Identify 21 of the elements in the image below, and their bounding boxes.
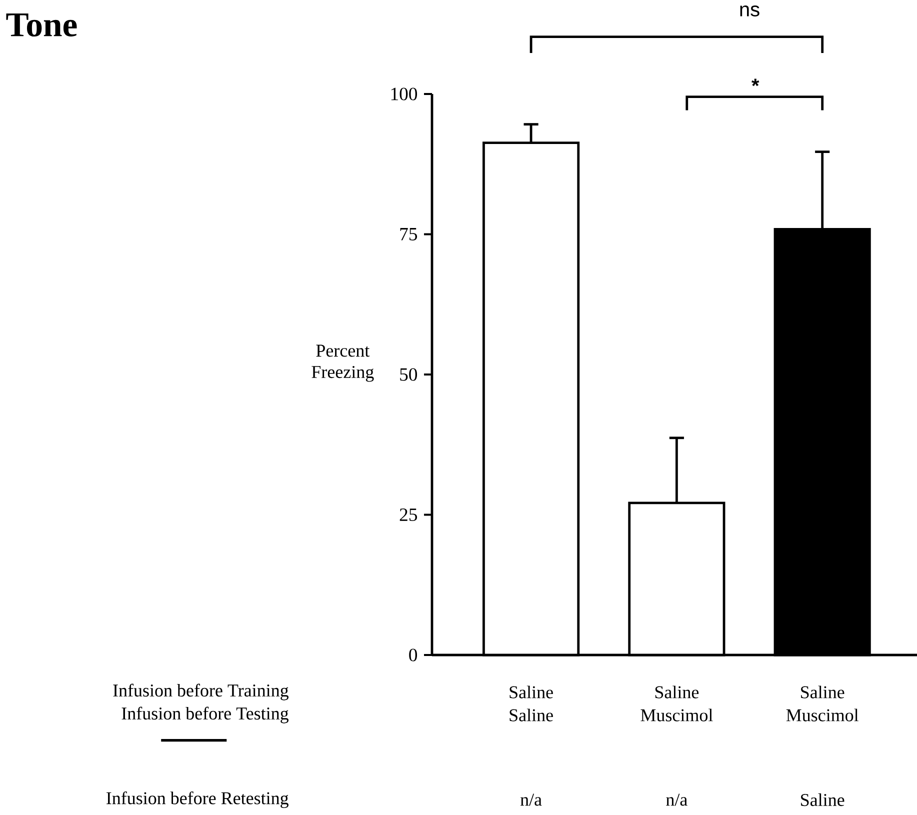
y-tick-label: 100 — [391, 88, 418, 100]
y-tick-label: 0 — [409, 648, 418, 662]
text: Infusion before Retesting — [106, 791, 288, 808]
text: * — [752, 78, 760, 86]
x-tick-label: Saline — [655, 686, 699, 698]
text: Muscimol — [786, 708, 858, 722]
text: Muscimol — [640, 708, 713, 722]
text: Tone — [6, 13, 77, 37]
text: Saline — [801, 793, 844, 806]
y-tick-label: 25 — [400, 508, 418, 522]
text: Saline — [510, 708, 553, 722]
text: Infusion before Training — [113, 684, 288, 700]
text: Infusion before Testing — [122, 706, 289, 724]
text: n/a — [666, 794, 688, 806]
x-tick-label: Saline — [801, 686, 844, 698]
text: ns — [740, 6, 760, 16]
y-tick-label: 75 — [400, 228, 418, 240]
x-tick-label: Saline — [510, 686, 553, 698]
y-tick-label: 50 — [400, 368, 418, 381]
text: n/a — [520, 794, 542, 806]
y-axis-title: Percent Freezing — [312, 344, 374, 382]
